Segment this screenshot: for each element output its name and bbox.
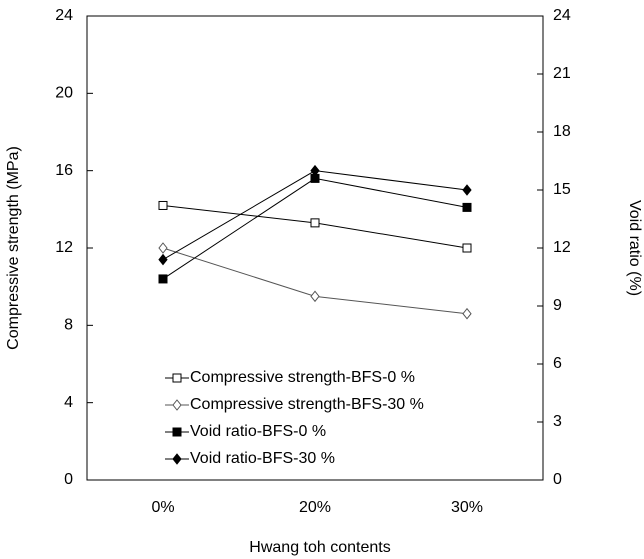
marker (158, 274, 168, 284)
y-tick-label: 4 (64, 394, 73, 411)
marker (310, 164, 320, 177)
y2-tick-label: 6 (553, 355, 562, 372)
marker (158, 242, 168, 254)
y2-tick-label: 9 (553, 297, 562, 314)
x-tick-label: 20% (299, 499, 331, 516)
legend-label: Compressive strength-BFS-0 % (190, 369, 415, 386)
marker (462, 243, 472, 253)
y2-tick-label: 21 (553, 65, 571, 82)
legend-label: Void ratio-BFS-30 % (190, 450, 335, 467)
marker (310, 218, 320, 228)
marker (462, 307, 472, 320)
y2-tick-label: 18 (553, 123, 571, 140)
series-line (162, 177, 468, 280)
marker (172, 427, 182, 437)
y-tick-label: 16 (55, 162, 73, 179)
y-tick-label: 24 (55, 7, 73, 24)
marker (158, 200, 168, 210)
y-tick-label: 20 (55, 85, 73, 102)
marker (172, 399, 182, 411)
marker (172, 373, 182, 383)
marker (310, 290, 320, 303)
x-tick-label: 30% (451, 499, 483, 516)
y-tick-label: 12 (55, 239, 73, 256)
marker (462, 184, 472, 196)
marker (172, 453, 182, 465)
series-line (162, 247, 468, 315)
y2-tick-label: 12 (553, 239, 571, 256)
x-tick-label: 0% (151, 499, 174, 516)
legend-label: Compressive strength-BFS-30 % (190, 396, 424, 413)
y-axis-title: Compressive strength (MPa) (5, 146, 22, 350)
x-axis-title: Hwang toh contents (249, 539, 390, 556)
y-tick-label: 8 (64, 317, 73, 334)
marker (158, 253, 168, 266)
y-tick-label: 0 (64, 471, 73, 488)
y2-tick-label: 0 (553, 471, 562, 488)
y2-tick-label: 3 (553, 413, 562, 430)
y2-tick-label: 15 (553, 181, 571, 198)
y2-tick-label: 24 (553, 7, 571, 24)
y2-axis-title: Void ratio (%) (626, 200, 643, 296)
legend-label: Void ratio-BFS-0 % (190, 423, 326, 440)
marker (462, 202, 472, 212)
series-line (162, 170, 468, 261)
